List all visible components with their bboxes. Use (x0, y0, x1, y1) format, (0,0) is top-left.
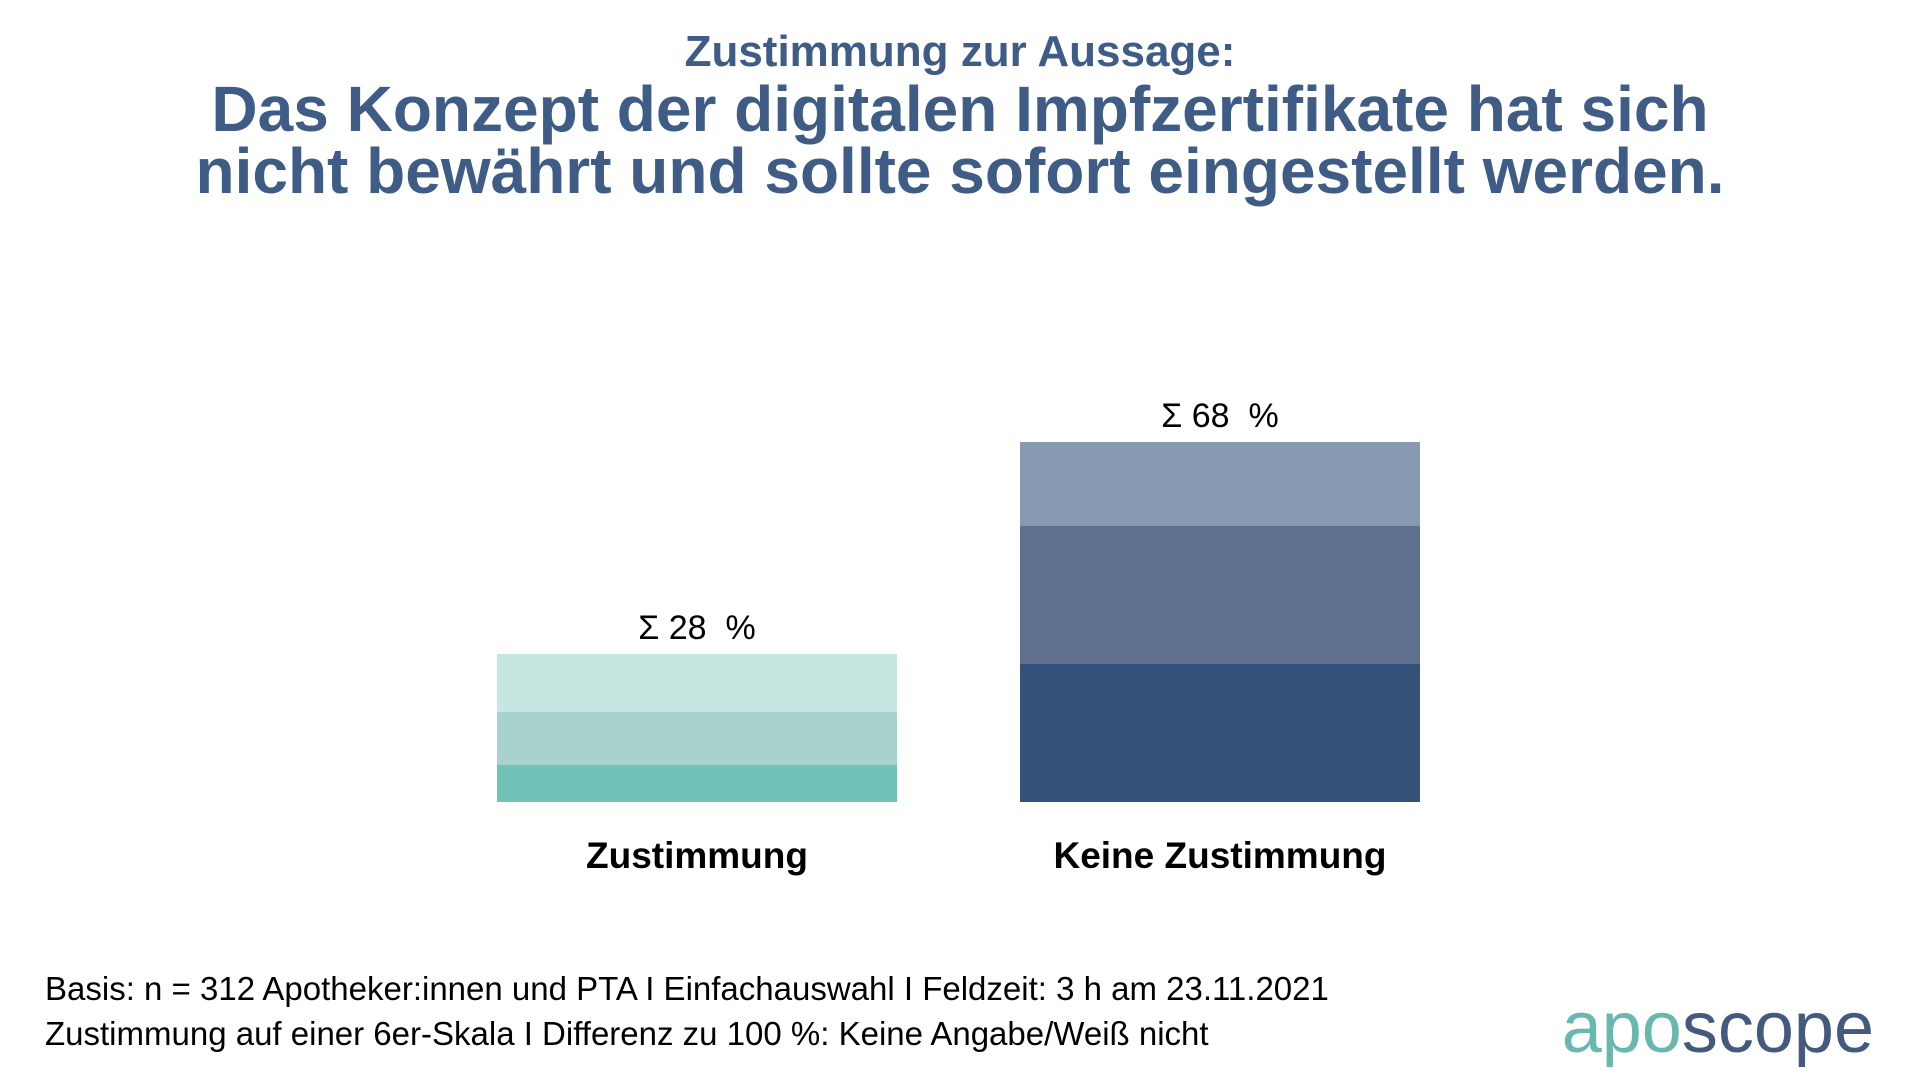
chart-title-line-2: nicht bewährt und sollte sofort eingeste… (195, 135, 1725, 207)
sum-label-zustimmung: Σ 28 % (638, 608, 756, 647)
chart-title: Das Konzept der digitalen Impfzertifikat… (0, 73, 1920, 207)
bar-segment (497, 653, 897, 712)
basis-note-line-2: Zustimmung auf einer 6er-Skala I Differe… (45, 1015, 1209, 1052)
sum-label-keine-zustimmung: Σ 68 % (1161, 396, 1279, 435)
bar-group-keine-zustimmung: Σ 68 % Keine Zustimmung (1020, 397, 1420, 876)
bar-segment (1020, 664, 1420, 802)
bar-group-zustimmung: Σ 28 % Zustimmung (497, 609, 897, 876)
chart-header: Zustimmung zur Aussage: Das Konzept der … (0, 0, 1920, 207)
logo-part-scope: scope (1681, 988, 1874, 1068)
bar-segment (1020, 441, 1420, 527)
aposcope-logo: aposcope (1562, 992, 1874, 1064)
bar-zustimmung (497, 653, 897, 802)
bar-segment (1020, 526, 1420, 665)
bar-segment (497, 764, 897, 802)
category-label-keine-zustimmung: Keine Zustimmung (1053, 835, 1387, 876)
logo-part-apo: apo (1561, 988, 1682, 1068)
bar-segment (497, 711, 897, 765)
bar-keine-zustimmung (1020, 441, 1420, 802)
basis-note: Basis: n = 312 Apotheker:innen und PTA I… (45, 966, 1329, 1056)
chart-title-line-1: Das Konzept der digitalen Impfzertifikat… (211, 73, 1709, 145)
basis-note-line-1: Basis: n = 312 Apotheker:innen und PTA I… (45, 970, 1329, 1007)
category-label-zustimmung: Zustimmung (586, 835, 808, 876)
chart-subtitle: Zustimmung zur Aussage: (684, 27, 1236, 76)
